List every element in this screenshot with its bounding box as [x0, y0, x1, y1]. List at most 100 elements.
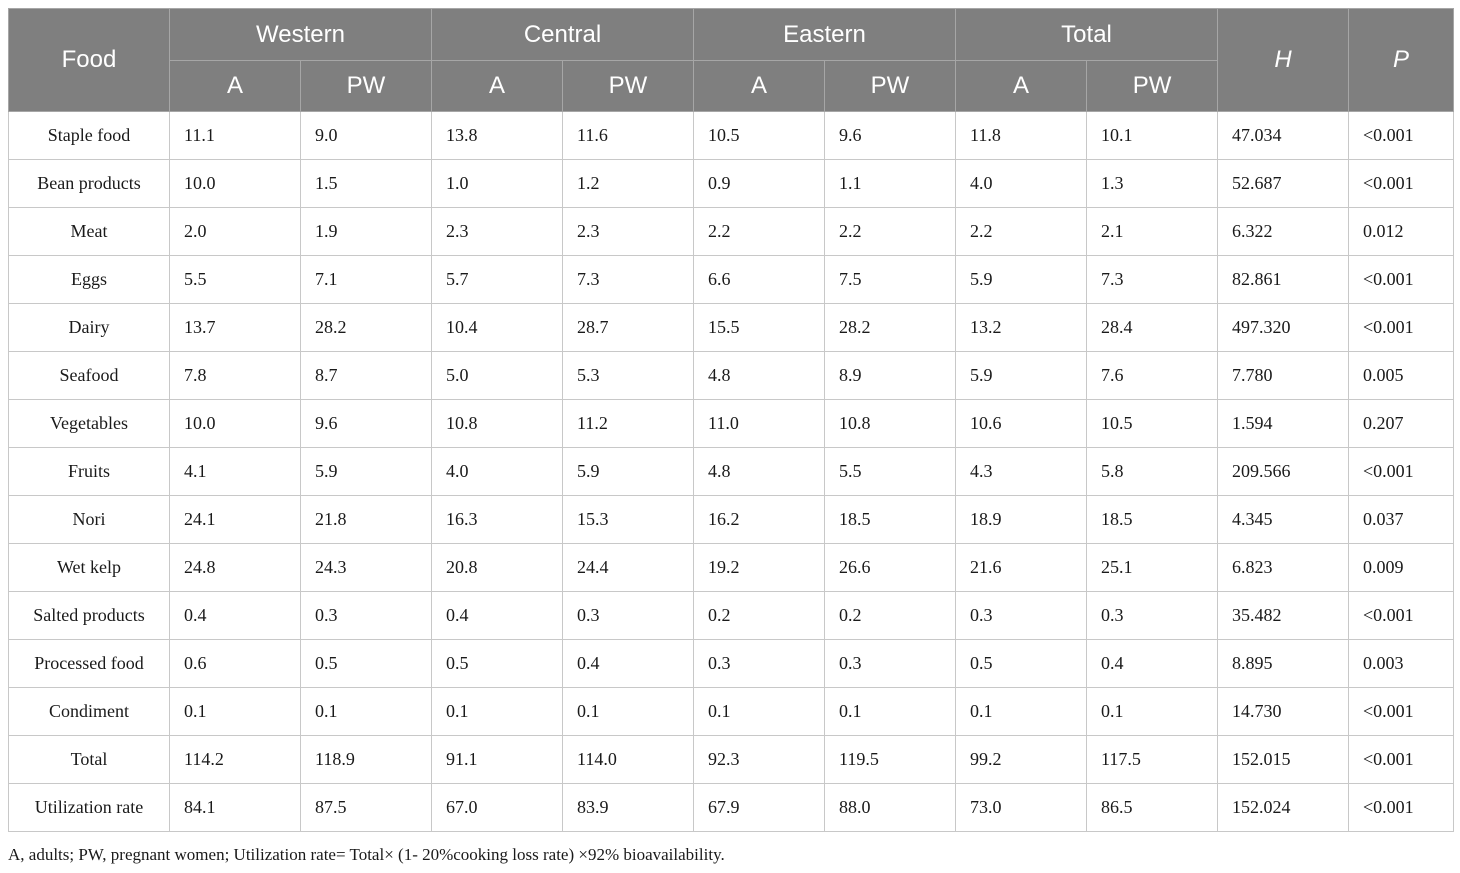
cell-total-pw: 0.3: [1086, 591, 1219, 640]
cell-total-pw: 25.1: [1086, 543, 1219, 592]
cell-food: Total: [8, 735, 170, 784]
cell-western-pw: 87.5: [299, 783, 433, 832]
table-row: Vegetables 10.0 9.6 10.8 11.2 11.0 10.8 10.6 10.…: [8, 399, 1455, 448]
cell-total-pw: 86.5: [1086, 783, 1219, 832]
cell-p-value: <0.001: [1348, 255, 1455, 304]
cell-central-a: 20.8: [431, 543, 564, 592]
cell-eastern-pw: 119.5: [824, 735, 957, 784]
cell-total-a: 10.6: [955, 399, 1088, 448]
cell-total-pw: 1.3: [1086, 159, 1219, 208]
cell-central-pw: 11.2: [562, 399, 695, 448]
cell-central-a: 10.4: [431, 303, 564, 352]
cell-total-a: 5.9: [955, 255, 1088, 304]
cell-h-value: 6.823: [1217, 543, 1350, 592]
cell-central-pw: 28.7: [562, 303, 695, 352]
header-sub-pw: PW: [1086, 60, 1219, 112]
cell-h-value: 82.861: [1217, 255, 1350, 304]
table-row: Salted products 0.4 0.3 0.4 0.3 0.2 0.2 0.3 0.3 3…: [8, 591, 1455, 640]
cell-central-pw: 5.3: [562, 351, 695, 400]
cell-p-value: <0.001: [1348, 783, 1455, 832]
cell-eastern-pw: 5.5: [824, 447, 957, 496]
cell-central-a: 10.8: [431, 399, 564, 448]
cell-western-a: 13.7: [169, 303, 301, 352]
cell-h-value: 14.730: [1217, 687, 1350, 736]
cell-western-a: 114.2: [169, 735, 301, 784]
table-row: Seafood 7.8 8.7 5.0 5.3 4.8 8.9 5.9 7.6 7.780 0.00…: [8, 351, 1455, 400]
cell-p-value: <0.001: [1348, 447, 1455, 496]
cell-total-a: 5.9: [955, 351, 1088, 400]
cell-food: Wet kelp: [8, 543, 170, 592]
cell-total-pw: 7.3: [1086, 255, 1219, 304]
cell-total-a: 4.0: [955, 159, 1088, 208]
cell-central-pw: 5.9: [562, 447, 695, 496]
cell-total-pw: 0.4: [1086, 639, 1219, 688]
cell-p-value: 0.012: [1348, 207, 1455, 256]
cell-central-a: 0.4: [431, 591, 564, 640]
cell-h-value: 47.034: [1217, 111, 1350, 160]
cell-eastern-a: 0.1: [693, 687, 826, 736]
cell-total-a: 99.2: [955, 735, 1088, 784]
cell-h-value: 152.024: [1217, 783, 1350, 832]
cell-central-pw: 83.9: [562, 783, 695, 832]
table-row: Wet kelp 24.8 24.3 20.8 24.4 19.2 26.6 21.6 25.1…: [8, 543, 1455, 592]
cell-western-a: 10.0: [169, 399, 301, 448]
cell-central-a: 1.0: [431, 159, 564, 208]
cell-total-a: 0.3: [955, 591, 1088, 640]
cell-eastern-a: 10.5: [693, 111, 826, 160]
cell-eastern-a: 15.5: [693, 303, 826, 352]
cell-total-a: 18.9: [955, 495, 1088, 544]
table-row: Processed food 0.6 0.5 0.5 0.4 0.3 0.3 0.5 0.4 8.…: [8, 639, 1455, 688]
cell-eastern-a: 11.0: [693, 399, 826, 448]
cell-h-value: 152.015: [1217, 735, 1350, 784]
cell-western-pw: 1.5: [299, 159, 433, 208]
cell-western-a: 0.4: [169, 591, 301, 640]
header-food: Food: [8, 8, 170, 112]
header-region-central: Central: [431, 8, 695, 61]
cell-total-pw: 0.1: [1086, 687, 1219, 736]
cell-central-a: 13.8: [431, 111, 564, 160]
table-row: Dairy 13.7 28.2 10.4 28.7 15.5 28.2 13.2 28.4 497…: [8, 303, 1455, 352]
cell-eastern-pw: 1.1: [824, 159, 957, 208]
table-row: Bean products 10.0 1.5 1.0 1.2 0.9 1.1 4.0 1.3 52…: [8, 159, 1455, 208]
header-region-total: Total: [955, 8, 1219, 61]
cell-h-value: 497.320: [1217, 303, 1350, 352]
cell-total-a: 0.1: [955, 687, 1088, 736]
cell-central-a: 4.0: [431, 447, 564, 496]
cell-western-a: 4.1: [169, 447, 301, 496]
cell-p-value: 0.005: [1348, 351, 1455, 400]
cell-central-pw: 24.4: [562, 543, 695, 592]
cell-total-a: 0.5: [955, 639, 1088, 688]
cell-h-value: 6.322: [1217, 207, 1350, 256]
cell-h-value: 4.345: [1217, 495, 1350, 544]
cell-eastern-a: 6.6: [693, 255, 826, 304]
cell-p-value: <0.001: [1348, 159, 1455, 208]
cell-eastern-pw: 0.3: [824, 639, 957, 688]
cell-central-pw: 0.1: [562, 687, 695, 736]
cell-food: Bean products: [8, 159, 170, 208]
cell-p-value: <0.001: [1348, 591, 1455, 640]
cell-central-pw: 15.3: [562, 495, 695, 544]
cell-total-pw: 7.6: [1086, 351, 1219, 400]
cell-total-a: 4.3: [955, 447, 1088, 496]
cell-food: Seafood: [8, 351, 170, 400]
header-region-western: Western: [168, 8, 433, 61]
cell-food: Vegetables: [8, 399, 170, 448]
cell-p-value: 0.003: [1348, 639, 1455, 688]
cell-central-pw: 114.0: [562, 735, 695, 784]
cell-p-value: 0.207: [1348, 399, 1455, 448]
cell-eastern-a: 16.2: [693, 495, 826, 544]
header-sub-pw: PW: [824, 60, 957, 112]
header-sub-pw: PW: [562, 60, 695, 112]
cell-central-a: 5.7: [431, 255, 564, 304]
cell-p-value: <0.001: [1348, 303, 1455, 352]
cell-total-pw: 10.5: [1086, 399, 1219, 448]
cell-total-a: 73.0: [955, 783, 1088, 832]
cell-eastern-pw: 88.0: [824, 783, 957, 832]
cell-eastern-a: 67.9: [693, 783, 826, 832]
cell-eastern-a: 4.8: [693, 447, 826, 496]
cell-eastern-a: 0.3: [693, 639, 826, 688]
cell-food: Utilization rate: [8, 783, 170, 832]
cell-western-pw: 7.1: [299, 255, 433, 304]
cell-eastern-pw: 18.5: [824, 495, 957, 544]
cell-eastern-a: 19.2: [693, 543, 826, 592]
